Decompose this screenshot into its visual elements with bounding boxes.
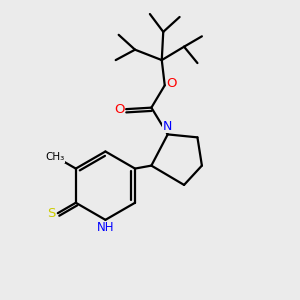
Text: CH₃: CH₃	[45, 152, 64, 162]
Text: N: N	[163, 120, 172, 133]
Text: O: O	[114, 103, 125, 116]
Text: O: O	[167, 77, 177, 90]
Text: NH: NH	[97, 221, 114, 234]
Text: S: S	[47, 207, 56, 220]
